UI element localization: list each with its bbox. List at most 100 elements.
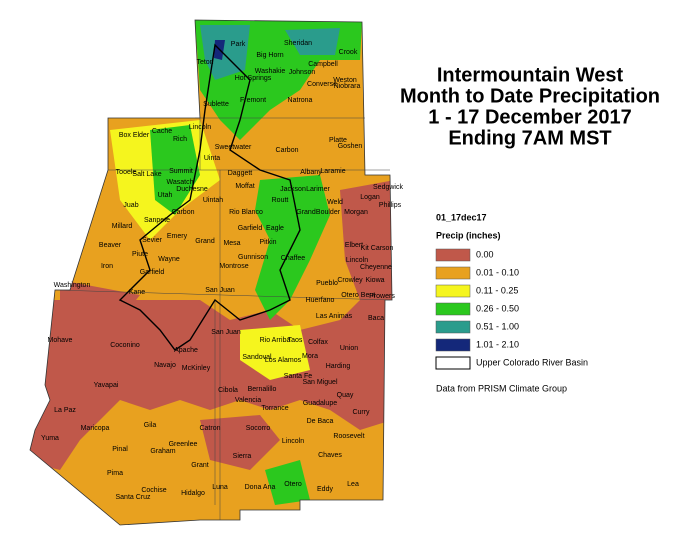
- place-label: Prowers: [369, 293, 395, 300]
- legend-swatch: [435, 284, 471, 298]
- heavy-precip: [285, 28, 340, 55]
- place-label: Quay: [337, 392, 354, 399]
- place-label: San Miguel: [302, 379, 337, 386]
- moderate-precip: [265, 460, 310, 505]
- place-label: Beaver: [99, 242, 122, 249]
- place-label: Sierra: [233, 453, 252, 460]
- place-label: Rich: [173, 136, 187, 143]
- title-line: Ending 7AM MST: [448, 127, 611, 149]
- place-label: Goshen: [338, 143, 363, 150]
- place-label: Mora: [302, 353, 318, 360]
- place-label: Grand: [296, 209, 316, 216]
- place-label: Carbon: [276, 147, 299, 154]
- place-label: Cochise: [141, 487, 166, 494]
- place-label: Washakie: [255, 68, 286, 75]
- place-label: Eddy: [317, 486, 333, 493]
- place-label: Juab: [123, 202, 138, 209]
- place-label: Maricopa: [81, 425, 110, 432]
- place-label: Apache: [174, 347, 198, 354]
- place-label: Huerfano: [306, 297, 335, 304]
- place-label: Yuma: [41, 435, 59, 442]
- place-label: Mohave: [48, 337, 73, 344]
- place-label: Harding: [326, 363, 351, 370]
- place-label: Wasatch: [167, 179, 194, 186]
- legend-swatch: [435, 302, 471, 316]
- legend-label: 1.01 - 2.10: [476, 339, 519, 349]
- place-label: Eagle: [266, 225, 284, 232]
- place-label: Union: [340, 345, 358, 352]
- legend-swatch: [435, 338, 471, 352]
- place-label: Salt Lake: [132, 171, 161, 178]
- place-label: Coconino: [110, 342, 140, 349]
- place-label: Jackson: [280, 186, 306, 193]
- place-label: Gunnison: [238, 254, 268, 261]
- place-label: Emery: [167, 233, 188, 240]
- place-label: Rio Blanco: [229, 209, 263, 216]
- place-label: Grand: [195, 238, 215, 245]
- light-precip: [240, 325, 310, 380]
- place-label: Daggett: [228, 170, 253, 177]
- place-label: Las Animas: [316, 313, 353, 320]
- place-label: Greenlee: [169, 441, 198, 448]
- legend: 01_17dec17 Precip (inches) 0.00 0.01 - 0.10…: [435, 212, 588, 393]
- place-label: Pima: [107, 470, 123, 477]
- place-label: Duchesne: [176, 186, 208, 193]
- place-label: Gila: [144, 422, 157, 429]
- place-label: Millard: [112, 223, 133, 230]
- place-label: Garfield: [140, 269, 165, 276]
- place-label: Tooele: [116, 169, 137, 176]
- state-borders: [54, 117, 391, 520]
- legend-label: 0.00: [476, 249, 494, 259]
- place-label: Johnson: [289, 69, 316, 76]
- place-label: Guadalupe: [303, 400, 337, 407]
- place-label: Sublette: [203, 101, 229, 108]
- place-label: Roosevelt: [333, 433, 364, 440]
- place-label: Phillips: [379, 202, 402, 209]
- moderate-precip: [255, 175, 330, 320]
- place-label: Rio Arriba: [260, 337, 291, 344]
- place-label: Cheyenne: [360, 264, 392, 271]
- legend-label: 0.51 - 1.00: [476, 321, 519, 331]
- title-line: Intermountain West: [437, 64, 624, 86]
- place-label: Weston: [333, 77, 357, 84]
- place-label: Washington: [54, 282, 91, 289]
- heavy-precip: [200, 25, 250, 80]
- place-label: Grant: [191, 462, 209, 469]
- place-label: Summit: [169, 168, 193, 175]
- place-label: Platte: [329, 137, 347, 144]
- place-label: Uinta: [204, 155, 220, 162]
- place-label: Kane: [129, 289, 145, 296]
- place-label: Park: [231, 41, 246, 48]
- legend-heading: Precip (inches): [436, 230, 501, 240]
- legend-swatch: [435, 266, 471, 280]
- place-label: Sanpete: [144, 217, 170, 224]
- place-label: Cache: [152, 128, 172, 135]
- place-label: Uintah: [203, 197, 223, 204]
- place-label: Crook: [339, 49, 358, 56]
- place-label: Sandoval: [242, 354, 272, 361]
- place-label: Boulder: [316, 209, 341, 216]
- place-label: Santa Cruz: [115, 494, 151, 501]
- title-line: Month to Date Precipitation: [400, 85, 660, 107]
- place-label: McKinley: [182, 365, 211, 372]
- place-label: Lincoln: [282, 438, 304, 445]
- place-label: Carbon: [172, 209, 195, 216]
- legend-label: 0.01 - 0.10: [476, 267, 519, 277]
- legend-label: 0.26 - 0.50: [476, 303, 519, 313]
- place-label: Elbert: [345, 242, 363, 249]
- place-label: Pitkin: [259, 239, 276, 246]
- place-label: San Juan: [211, 329, 241, 336]
- legend-label: Upper Colorado River Basin: [476, 357, 588, 367]
- place-label: Catron: [199, 425, 220, 432]
- dry-area: [60, 280, 140, 320]
- place-label: Routt: [272, 197, 289, 204]
- legend-swatch: [435, 320, 471, 334]
- place-label: Box Elder: [119, 132, 150, 139]
- place-label: Albany: [300, 169, 322, 176]
- place-label: Mesa: [223, 240, 240, 247]
- place-label: Fremont: [240, 97, 266, 104]
- place-label: Otero: [341, 292, 359, 299]
- place-label: Sevier: [142, 237, 163, 244]
- place-label: Chaves: [318, 452, 342, 459]
